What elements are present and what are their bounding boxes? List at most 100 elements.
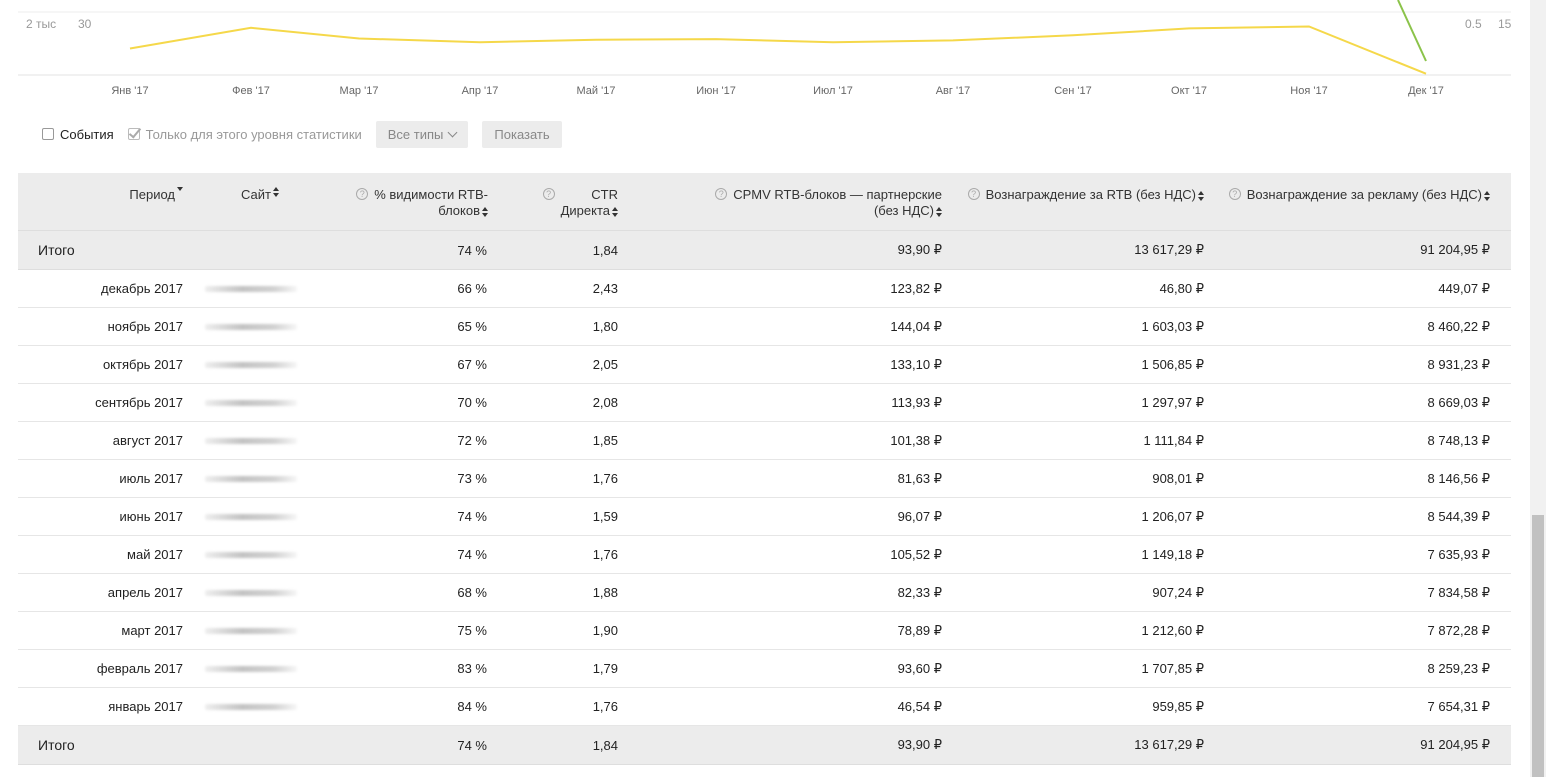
row-site-redacted <box>205 627 297 634</box>
events-checkbox[interactable]: События <box>42 127 114 142</box>
row-cpmv: 78,89 ₽ <box>897 622 942 638</box>
table-row: март 2017 75 % 1,90 78,89 ₽ 1 212,60 ₽ 7 872,… <box>18 612 1511 650</box>
show-button-label: Показать <box>494 126 550 142</box>
events-checkbox-label: События <box>60 126 114 142</box>
level-only-checkbox-label: Только для этого уровня статистики <box>145 126 362 142</box>
col-header-reward-rtb-label: Вознаграждение за RTB (без НДС) <box>986 187 1204 203</box>
level-only-checkbox[interactable]: Только для этого уровня статистики <box>127 126 362 142</box>
types-dropdown-label: Все типы <box>387 126 444 142</box>
row-ctr: 1,90 <box>592 623 618 638</box>
page-scrollbar[interactable] <box>1530 0 1546 777</box>
row-reward-ads: 8 544,39 ₽ <box>1427 508 1491 524</box>
row-cpmv: 93,60 ₽ <box>897 660 942 676</box>
row-visibility: 67 % <box>457 357 487 372</box>
row-visibility: 65 % <box>457 319 487 334</box>
row-reward-ads: 8 931,23 ₽ <box>1427 356 1491 372</box>
help-icon[interactable]: ? <box>715 188 728 200</box>
row-cpmv: 133,10 ₽ <box>890 356 942 372</box>
row-period: апрель 2017 <box>107 585 183 600</box>
show-button[interactable]: Показать <box>482 120 562 148</box>
row-reward-rtb: 1 506,85 ₽ <box>1141 356 1205 372</box>
row-ctr: 1,76 <box>592 547 618 562</box>
chart-series-line <box>129 25 1427 75</box>
row-site-redacted <box>205 475 297 482</box>
row-reward-rtb: 1 297,97 ₽ <box>1141 394 1205 410</box>
row-period: январь 2017 <box>108 699 183 714</box>
col-header-reward-ads[interactable]: ? Вознаграждение за рекламу (без НДС) <box>1214 173 1490 230</box>
row-reward-ads: 7 872,28 ₽ <box>1427 622 1491 638</box>
total-label: Итого <box>38 242 75 258</box>
row-visibility: 84 % <box>457 699 487 714</box>
row-reward-ads: 8 259,23 ₽ <box>1427 660 1491 676</box>
total-ctr: 1,84 <box>592 737 618 753</box>
row-period: декабрь 2017 <box>101 281 183 296</box>
row-ctr: 1,59 <box>592 509 618 524</box>
total-reward-ads: 91 204,95 ₽ <box>1420 242 1490 257</box>
help-icon[interactable]: ? <box>356 188 369 200</box>
row-site-redacted <box>205 513 297 520</box>
level-only-checkbox-box[interactable] <box>127 128 140 140</box>
row-ctr: 2,43 <box>592 281 618 296</box>
col-header-period[interactable]: Период <box>18 173 183 230</box>
row-period: март 2017 <box>121 623 183 638</box>
row-period: сентябрь 2017 <box>95 395 183 410</box>
row-site-redacted <box>205 589 297 596</box>
row-reward-rtb: 1 603,03 ₽ <box>1141 318 1205 334</box>
table-row: июль 2017 73 % 1,76 81,63 ₽ 908,01 ₽ 8 146,56… <box>18 460 1511 498</box>
row-visibility: 74 % <box>457 509 487 524</box>
help-icon[interactable]: ? <box>542 188 555 200</box>
col-header-site-label: Сайт <box>241 187 271 202</box>
row-cpmv: 113,93 ₽ <box>891 394 942 410</box>
chart-month-label: Мар '17 <box>340 85 379 97</box>
types-dropdown[interactable]: Все типы <box>375 120 469 148</box>
col-header-cpmv[interactable]: ? CPMV RTB-блоков — партнерские (без НДС) <box>658 173 942 230</box>
row-period: октябрь 2017 <box>102 357 183 372</box>
row-reward-rtb: 1 212,60 ₽ <box>1141 622 1205 638</box>
chart-month-label: Дек '17 <box>1408 85 1444 97</box>
left-axis-label-primary: 2 тыс <box>26 17 56 31</box>
col-header-visibility-label: % видимости RTB-блоков <box>374 187 488 218</box>
sort-icon <box>1484 190 1490 201</box>
row-visibility: 68 % <box>457 585 487 600</box>
row-period: май 2017 <box>127 547 183 562</box>
row-site-redacted <box>205 665 297 672</box>
table-row: август 2017 72 % 1,85 101,38 ₽ 1 111,84 ₽ 8 7… <box>18 422 1511 460</box>
row-period: февраль 2017 <box>96 661 183 676</box>
col-header-reward-rtb[interactable]: ? Вознаграждение за RTB (без НДС) <box>948 173 1204 230</box>
table-row: октябрь 2017 67 % 2,05 133,10 ₽ 1 506,85 ₽ 8 … <box>18 346 1511 384</box>
right-axis-label-primary: 0.5 <box>1465 17 1482 31</box>
row-cpmv: 46,54 ₽ <box>897 698 942 714</box>
total-label: Итого <box>38 737 75 753</box>
row-ctr: 2,05 <box>592 357 618 372</box>
row-ctr: 1,76 <box>592 699 618 714</box>
stats-chart: 2 тыс 30 0.5 15 Янв '17 Фев '17 Мар '17 Апр… <box>18 0 1512 97</box>
help-icon[interactable]: ? <box>1228 188 1241 200</box>
col-header-ctr[interactable]: ? CTR Директа <box>508 173 618 230</box>
col-header-site[interactable]: Сайт <box>241 173 321 230</box>
row-cpmv: 81,63 ₽ <box>897 470 942 486</box>
row-site-redacted <box>205 361 297 368</box>
col-header-visibility[interactable]: ? % видимости RTB-блоков <box>318 173 488 230</box>
total-row-bottom: Итого 74 % 1,84 93,90 ₽ 13 617,29 ₽ 91 2… <box>18 726 1511 765</box>
table-header: Период Сайт ? % видимости RTB-блоков ? C… <box>18 173 1511 231</box>
chart-month-label: Июн '17 <box>696 85 736 97</box>
row-visibility: 75 % <box>457 623 487 638</box>
sort-desc-icon <box>177 187 183 191</box>
table-row: февраль 2017 83 % 1,79 93,60 ₽ 1 707,85 ₽ 8 2… <box>18 650 1511 688</box>
row-reward-ads: 449,07 ₽ <box>1438 280 1490 296</box>
row-reward-rtb: 1 707,85 ₽ <box>1141 660 1205 676</box>
events-checkbox-box[interactable] <box>42 128 54 140</box>
row-visibility: 73 % <box>457 471 487 486</box>
scrollbar-thumb[interactable] <box>1532 515 1544 777</box>
table-row: сентябрь 2017 70 % 2,08 113,93 ₽ 1 297,97 ₽ 8… <box>18 384 1511 422</box>
total-reward-rtb: 13 617,29 ₽ <box>1134 242 1204 257</box>
sort-icon <box>1198 190 1204 201</box>
row-period: июль 2017 <box>119 471 183 486</box>
row-visibility: 66 % <box>457 281 487 296</box>
row-cpmv: 101,38 ₽ <box>890 432 942 448</box>
col-header-cpmv-label: CPMV RTB-блоков — партнерские (без НДС) <box>733 187 942 218</box>
chart-month-label: Ноя '17 <box>1290 85 1327 97</box>
table-body: декабрь 2017 66 % 2,43 123,82 ₽ 46,80 ₽ 449,0… <box>18 270 1511 726</box>
help-icon[interactable]: ? <box>967 188 980 200</box>
chart-toolbar: События Только для этого уровня статисти… <box>42 120 576 148</box>
